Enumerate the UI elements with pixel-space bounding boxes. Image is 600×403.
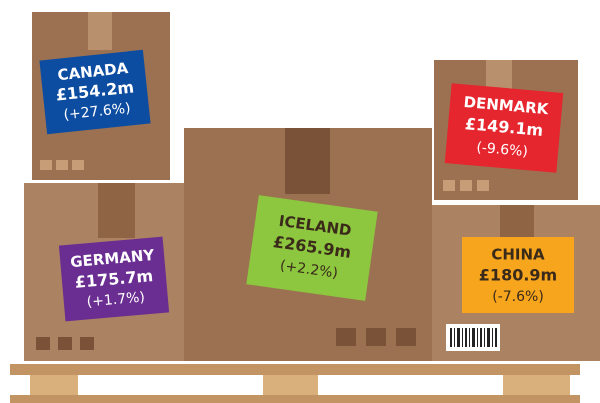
infographic: CANADA £154.2m (+27.6%) DENMARK £149.1m … [0,0,600,403]
country: CHINA [491,246,545,264]
change: (-7.6%) [492,289,544,305]
pallet [10,364,580,403]
value: £180.9m [479,266,557,285]
label-card: ICELAND £265.9m (+2.2%) [246,195,377,301]
label-card: GERMANY £175.7m (+1.7%) [59,237,169,322]
label-card: DENMARK £149.1m (-9.6%) [445,83,564,172]
label-card: CANADA £154.2m (+27.6%) [39,50,150,134]
label-card: CHINA £180.9m (-7.6%) [462,237,574,313]
